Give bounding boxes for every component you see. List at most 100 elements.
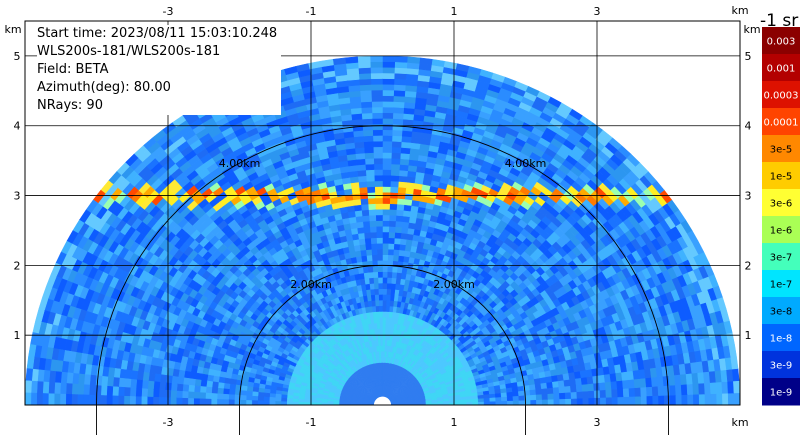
radar-cell [385, 311, 390, 318]
radar-cell [382, 84, 395, 91]
radar-cell [518, 395, 526, 401]
radar-cell [373, 152, 383, 159]
radar-cell [385, 316, 390, 324]
radar-cell [399, 164, 409, 172]
radar-cell [382, 299, 387, 307]
radar-cell [372, 123, 383, 131]
radar-cell [359, 84, 372, 92]
radar-cell [358, 181, 368, 188]
radar-cell [398, 243, 406, 251]
radar-cell [356, 164, 366, 172]
radar-cell [352, 130, 364, 138]
radar-cell [358, 67, 371, 75]
radar-cell [353, 135, 364, 143]
radar-cell [371, 248, 378, 256]
radar-cell [663, 385, 671, 396]
radar-cell [390, 169, 400, 176]
radar-cell [507, 400, 514, 405]
radar-cell [372, 129, 383, 136]
radar-cell [391, 266, 398, 273]
radar-cell [382, 180, 391, 187]
radar-cell [393, 95, 405, 103]
radar-cell [563, 379, 571, 387]
radar-cell [397, 255, 405, 263]
radar-cell [388, 231, 396, 239]
radar-cell [363, 226, 371, 234]
radar-cell [371, 95, 383, 102]
radar-cell [362, 123, 373, 131]
radar-cell [398, 249, 406, 257]
radar-cell [617, 388, 624, 398]
radar-cell [698, 382, 706, 395]
radar-cell [382, 271, 388, 278]
radar-cell [382, 282, 388, 290]
radar-cell [358, 186, 368, 194]
radar-cell [512, 400, 520, 405]
radar-cell [371, 101, 383, 108]
radar-cell [332, 57, 347, 66]
radar-cell [512, 395, 520, 401]
radar-cell [375, 203, 383, 210]
radar-cell [658, 395, 665, 405]
radar-cell [394, 232, 402, 239]
radar-cell [535, 393, 543, 401]
radar-cell [570, 384, 577, 393]
radar-cell [392, 106, 405, 114]
radar-cell [663, 394, 671, 405]
radar-cell [375, 226, 383, 233]
radar-cell [382, 67, 395, 74]
radar-cell [368, 214, 377, 222]
radar-cell [564, 391, 572, 400]
radar-cell [360, 203, 369, 211]
radar-cell [651, 376, 659, 387]
radar-cell [598, 381, 606, 391]
radar-cell [640, 386, 648, 397]
radar-cell [369, 231, 377, 239]
radar-cell [382, 208, 390, 216]
radar-cell [559, 398, 566, 405]
radar-cell [489, 400, 497, 405]
radar-cell [373, 157, 383, 165]
radar-cell [401, 215, 410, 223]
radar-cell [370, 72, 383, 80]
radar-cell [576, 397, 584, 405]
radar-cell [477, 401, 485, 405]
radar-cell [378, 311, 383, 318]
radar-cell [651, 385, 659, 397]
radar-cell [392, 254, 399, 262]
radar-cell [358, 72, 372, 80]
radar-cell [570, 391, 578, 399]
radar-cell [382, 214, 390, 221]
radar-cell [371, 112, 383, 119]
radar-cell [390, 163, 400, 171]
radar-cell [391, 135, 403, 142]
radar-cell [559, 392, 566, 400]
radar-cell [387, 254, 394, 261]
radar-cell [365, 169, 375, 176]
radar-cell [393, 237, 401, 245]
radar-cell [382, 345, 385, 352]
radar-cell [384, 328, 389, 335]
radar-cell [395, 215, 404, 222]
radar-cell [617, 396, 624, 405]
radar-cell [733, 392, 740, 405]
radar-cell [382, 305, 387, 312]
radar-cell [378, 294, 383, 301]
radar-cell [384, 322, 389, 329]
radar-cell [382, 163, 392, 170]
radar-cell [390, 158, 401, 165]
radar-cell [362, 135, 374, 142]
radar-cell [669, 394, 677, 405]
radar-cell [369, 220, 377, 227]
radar-cell [373, 288, 379, 295]
radar-cell [640, 395, 648, 405]
radar-cell [721, 381, 729, 394]
radar-cell [546, 387, 554, 394]
radar-cell [373, 163, 383, 170]
radar-cell [386, 277, 392, 284]
radar-cell [730, 356, 739, 370]
radar-cell [558, 386, 566, 394]
radar-cell [727, 392, 735, 405]
radar-cell [394, 67, 407, 75]
radar-cell [582, 390, 589, 399]
